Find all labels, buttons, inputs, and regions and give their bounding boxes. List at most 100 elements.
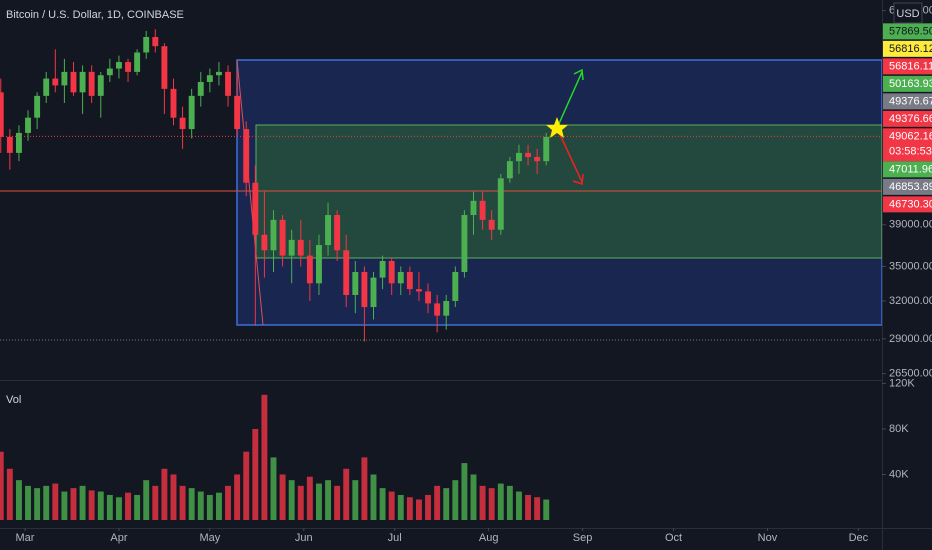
- x-tick-label: Oct: [665, 532, 682, 544]
- candle-body: [170, 88, 177, 118]
- volume-bar: [406, 497, 413, 520]
- candle-body: [361, 271, 368, 308]
- volume-bar: [506, 485, 513, 520]
- volume-bar: [106, 494, 113, 520]
- candle-body: [425, 291, 431, 304]
- price-label: 57869.50: [889, 25, 932, 37]
- candle-body: [516, 152, 522, 162]
- volume-bar: [388, 491, 395, 520]
- candle-body: [288, 239, 295, 256]
- candle-body: [261, 234, 268, 251]
- candle-body: [79, 71, 86, 93]
- volume-bar: [79, 485, 86, 520]
- volume-bar: [461, 463, 468, 520]
- candle-body: [388, 260, 395, 284]
- volume-bar: [197, 491, 204, 520]
- candle-body: [488, 219, 495, 230]
- volume-bar: [288, 480, 295, 520]
- candle-body: [252, 182, 259, 235]
- candle-body: [279, 219, 286, 256]
- trend-line: [236, 59, 264, 326]
- y-tick-label: 35000.00: [889, 260, 932, 272]
- volume-bar: [361, 457, 368, 520]
- volume-bar: [134, 494, 141, 520]
- volume-bar: [243, 451, 250, 520]
- candle-body: [52, 78, 59, 86]
- candle-body: [34, 95, 41, 118]
- volume-bar: [261, 394, 268, 520]
- candle-body: [6, 136, 13, 153]
- volume-bar: [34, 488, 41, 520]
- candle-body: [188, 95, 195, 130]
- volume-bar: [297, 485, 304, 520]
- candle-body: [97, 75, 104, 96]
- volume-bar: [6, 468, 13, 520]
- volume-bar: [88, 490, 95, 520]
- candle-body: [352, 271, 359, 295]
- x-tick-label: Sep: [573, 532, 593, 544]
- price-label-box: [883, 110, 932, 127]
- volume-bar: [125, 492, 131, 520]
- candle-body: [125, 62, 131, 72]
- price-label-box: [883, 196, 932, 213]
- candle-body: [115, 62, 122, 69]
- candle-body: [506, 161, 513, 179]
- candle-body: [215, 71, 222, 76]
- volume-bar: [397, 494, 404, 520]
- price-label-box: [883, 178, 932, 195]
- volume-bar: [370, 474, 377, 520]
- volume-bar: [252, 428, 259, 520]
- x-tick-label: Jun: [295, 532, 313, 544]
- candle-body: [179, 117, 186, 130]
- x-tick-label: Dec: [849, 532, 869, 544]
- candle-body: [434, 303, 441, 316]
- candle-body: [152, 36, 159, 47]
- y-tick-label: 29000.00: [889, 333, 932, 345]
- x-tick-label: Aug: [479, 532, 499, 544]
- volume-tick-label: 120K: [889, 377, 915, 389]
- volume-bar: [443, 488, 450, 520]
- y-tick-label: 32000.00: [889, 295, 932, 307]
- candle-body: [15, 132, 22, 153]
- candle-body: [406, 271, 413, 290]
- candle-body: [225, 71, 231, 96]
- price-label: 47011.96: [889, 163, 932, 175]
- x-tick-label: Apr: [110, 532, 127, 544]
- volume-bar: [52, 483, 59, 520]
- candle-body: [452, 271, 459, 301]
- y-tick-label: 39000.00: [889, 219, 932, 231]
- volume-tick-label: 80K: [889, 423, 909, 435]
- volume-bar: [25, 485, 31, 520]
- candle-body: [70, 71, 77, 93]
- price-label: 50163.93: [889, 78, 932, 90]
- volume-bar: [61, 491, 68, 520]
- volume-bar: [452, 480, 459, 520]
- countdown: 03:58:53: [889, 145, 932, 157]
- price-label: 46853.89: [889, 181, 932, 193]
- x-tick-label: Mar: [16, 532, 35, 544]
- candle-body: [415, 289, 422, 292]
- volume-bar: [543, 499, 550, 520]
- candle-body: [543, 136, 550, 162]
- volume-bar: [234, 474, 241, 520]
- volume-bar: [179, 485, 186, 520]
- candle-body: [306, 255, 313, 284]
- volume-bar: [152, 485, 159, 520]
- candle-body: [534, 157, 541, 162]
- marks: [0, 29, 882, 520]
- up-arrow-head: [573, 68, 584, 81]
- volume-bar: [425, 494, 431, 520]
- candle-body: [325, 215, 331, 246]
- candle-body: [525, 152, 532, 158]
- candle-body: [343, 250, 350, 295]
- volume-bar: [70, 488, 77, 520]
- candle-body: [88, 71, 95, 96]
- candle-body: [443, 300, 450, 316]
- candle-body: [370, 277, 377, 308]
- candle-body: [106, 68, 113, 76]
- candle-body: [143, 36, 150, 53]
- candle-body: [315, 245, 322, 284]
